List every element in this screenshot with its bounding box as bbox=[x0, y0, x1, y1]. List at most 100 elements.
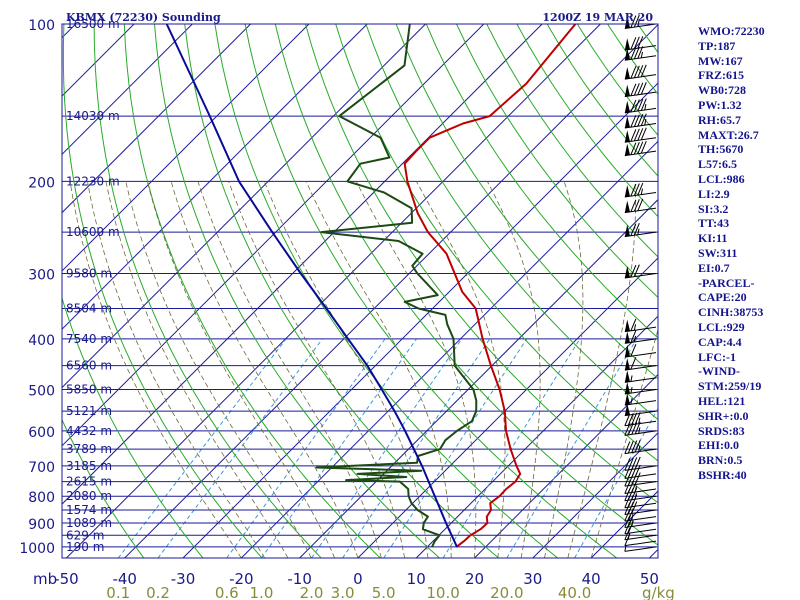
pressure-label: 200 bbox=[28, 175, 55, 191]
wind-barb-feather bbox=[630, 264, 637, 278]
wind-barb-staff bbox=[624, 546, 657, 552]
wind-barb-feather bbox=[633, 14, 640, 28]
index-value: -PARCEL- bbox=[698, 275, 755, 290]
wind-barb-staff bbox=[624, 509, 657, 516]
moist-adiabat-line bbox=[170, 181, 359, 558]
wind-barb bbox=[624, 223, 657, 238]
index-value: STM:259/19 bbox=[698, 379, 762, 394]
isotherm-line bbox=[62, 24, 426, 389]
wind-barb-staff bbox=[624, 540, 657, 547]
index-value: EI:0.7 bbox=[698, 260, 730, 275]
wind-barb-staff bbox=[624, 481, 657, 487]
pressure-label: 700 bbox=[28, 460, 55, 476]
mixing-ratio-label: 10.0 bbox=[426, 584, 459, 600]
wind-barb-half-feather bbox=[630, 398, 633, 405]
wind-barb-pennant bbox=[624, 67, 631, 80]
height-label: 2615 m bbox=[66, 475, 112, 489]
height-label: 1574 m bbox=[66, 503, 112, 517]
wind-barb bbox=[624, 330, 657, 344]
wind-barb-feather bbox=[633, 46, 640, 60]
height-label: 4432 m bbox=[66, 424, 112, 438]
wind-barb bbox=[624, 357, 657, 371]
wind-barb bbox=[624, 370, 657, 383]
wind-barb-feather bbox=[633, 83, 640, 96]
wind-barb-feather bbox=[630, 183, 637, 197]
moist-adiabat-line bbox=[590, 328, 658, 558]
isotherm-line bbox=[0, 24, 17, 558]
wind-barb-half-feather bbox=[640, 51, 643, 58]
wind-barb bbox=[624, 198, 657, 214]
mixing-ratio-line bbox=[442, 338, 581, 558]
wind-barb-feather bbox=[631, 501, 638, 514]
mixing-ratio-line bbox=[226, 338, 386, 558]
wind-barb bbox=[624, 14, 657, 29]
temperature-label: 10 bbox=[407, 570, 426, 588]
wind-barb-feather bbox=[637, 182, 644, 196]
wind-barb-feather bbox=[633, 199, 640, 212]
index-value: LFC:-1 bbox=[698, 349, 736, 364]
wind-barb-feather bbox=[624, 521, 631, 534]
wind-barb-feather bbox=[634, 456, 641, 470]
height-label: 2080 m bbox=[66, 489, 112, 503]
height-label: 3185 m bbox=[66, 459, 112, 473]
isotherm-line bbox=[62, 24, 368, 330]
mixing-ratio-line bbox=[383, 338, 528, 558]
wind-barb-feather bbox=[627, 457, 634, 471]
wind-barb bbox=[624, 393, 657, 406]
index-value: RH:65.7 bbox=[698, 112, 741, 127]
wind-barb-feather bbox=[634, 439, 641, 453]
index-value: LCL:929 bbox=[698, 319, 745, 334]
wind-barb bbox=[624, 127, 657, 143]
wind-barb-staff bbox=[624, 465, 657, 471]
height-label: 9580 m bbox=[66, 266, 112, 280]
wind-barb-pennant bbox=[624, 319, 631, 332]
wind-barb-feather bbox=[624, 441, 631, 454]
wind-barb-staff bbox=[624, 528, 657, 535]
height-label: 14030 m bbox=[66, 109, 120, 123]
sounding-indices-panel: WMO:72230 TP:187 MW:167 FRZ:615 WB0:728 PW:1.… bbox=[698, 24, 798, 483]
wind-barb-pennant bbox=[624, 143, 631, 156]
wind-barb-feather bbox=[630, 37, 637, 50]
wind-barb-feather bbox=[624, 458, 631, 471]
wind-barb-half-feather bbox=[638, 445, 641, 452]
isotherm-line bbox=[182, 82, 658, 558]
isotherm-line bbox=[415, 315, 658, 558]
wind-barb-feather bbox=[637, 128, 644, 141]
moist-adiabat-line bbox=[87, 181, 265, 558]
wind-barb bbox=[624, 46, 657, 61]
wind-barb-feather bbox=[627, 413, 634, 426]
moist-adiabat-line bbox=[125, 181, 312, 558]
dry-adiabat-line bbox=[62, 296, 204, 558]
wind-barb-half-feather bbox=[627, 533, 630, 540]
index-value: -WIND- bbox=[698, 364, 740, 379]
wind-barb-feather bbox=[630, 223, 637, 236]
wind-barb-feather bbox=[640, 82, 647, 95]
wind-barb-half-feather bbox=[634, 485, 637, 493]
wind-barb-pennant bbox=[624, 265, 631, 278]
adiabat-layer bbox=[62, 24, 658, 558]
index-value: CAPE:20 bbox=[698, 290, 747, 305]
wind-barb-staff bbox=[624, 495, 657, 502]
wind-barb-feather bbox=[634, 472, 641, 485]
wind-barb-pennant bbox=[624, 48, 631, 61]
wind-barb bbox=[624, 382, 657, 395]
dewpoint-profile bbox=[315, 24, 478, 548]
wind-barb-staff bbox=[624, 420, 657, 427]
dry-adiabat-line bbox=[62, 24, 263, 558]
wind-barb-feather bbox=[630, 83, 637, 96]
wind-barb-feather bbox=[631, 412, 638, 425]
wind-barb-feather bbox=[630, 142, 637, 155]
dry-adiabat-line bbox=[244, 24, 618, 558]
wind-barb-feather bbox=[633, 114, 640, 127]
wind-barb-feather bbox=[630, 357, 637, 370]
wind-barb bbox=[624, 64, 657, 80]
wind-barb-feather bbox=[630, 66, 637, 79]
mixing-ratio-label: 1.0 bbox=[250, 584, 274, 600]
wind-barb-feather bbox=[637, 65, 644, 78]
moist-adiabat-line bbox=[105, 181, 289, 558]
mixing-ratio-line bbox=[574, 407, 658, 558]
pressure-label: 1000 bbox=[19, 541, 55, 557]
wind-barb bbox=[624, 36, 657, 51]
wind-barb bbox=[624, 344, 657, 358]
dry-adiabat-line bbox=[184, 24, 499, 558]
